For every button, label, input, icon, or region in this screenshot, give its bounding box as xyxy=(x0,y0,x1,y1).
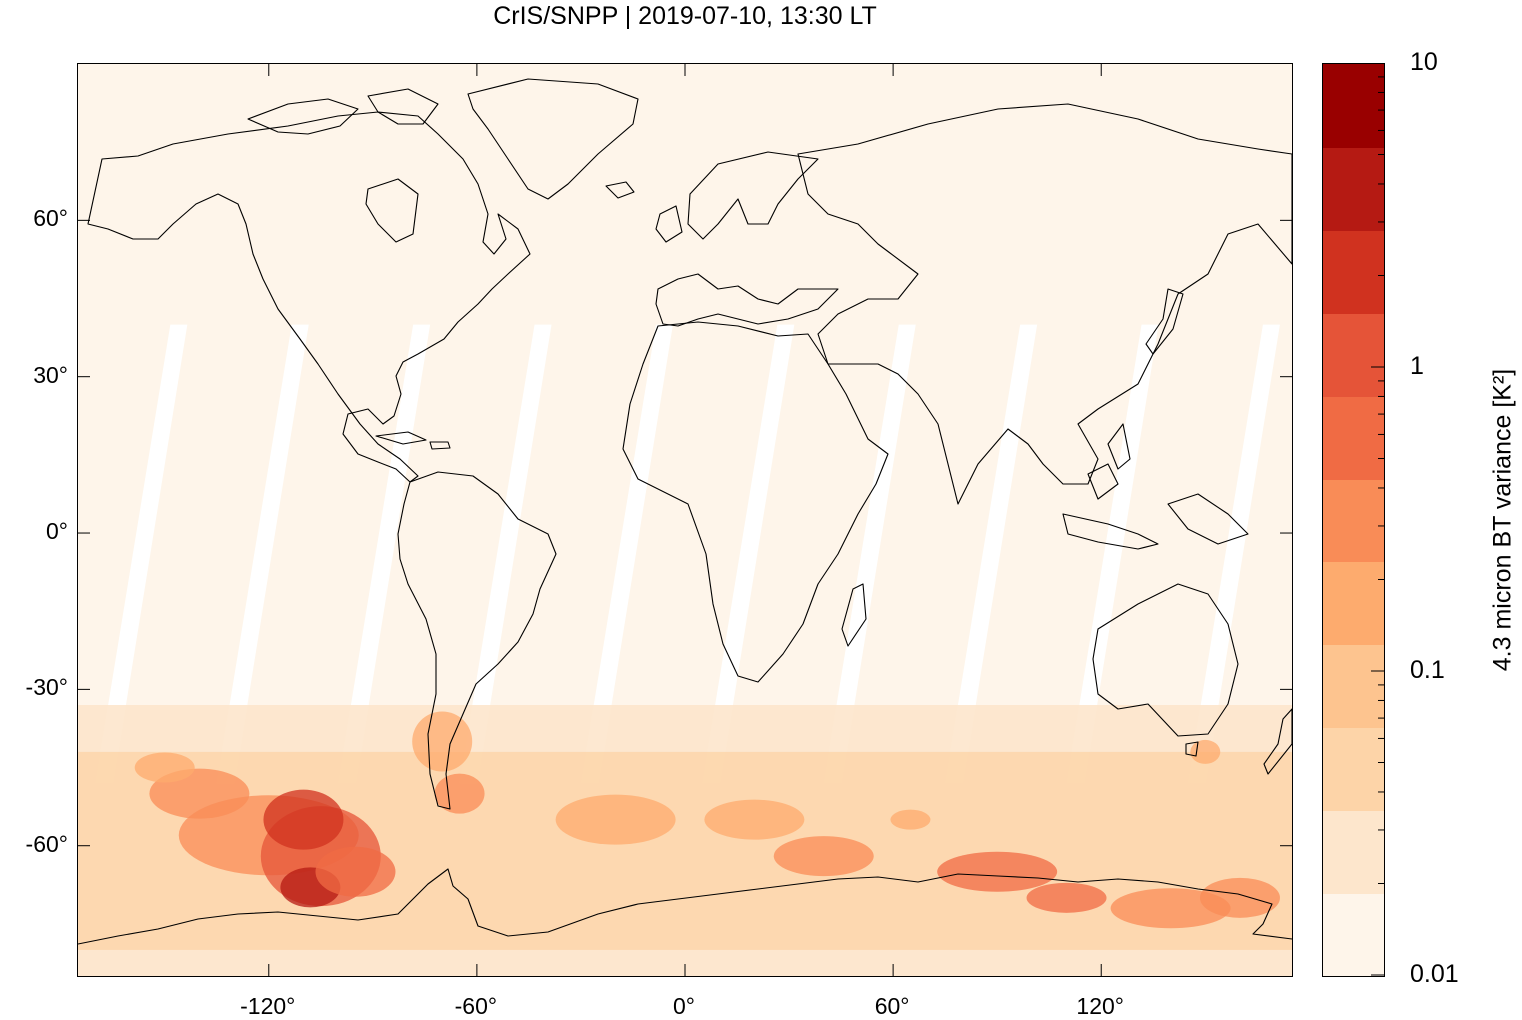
colorbar-segment xyxy=(1323,644,1384,729)
variance-hotspot xyxy=(434,773,485,814)
colorbar-tick-label: 0.1 xyxy=(1410,656,1445,684)
hispaniola-coastline xyxy=(429,441,451,450)
swath-gap xyxy=(1187,324,1280,784)
arctic-islands-coastline xyxy=(247,88,439,135)
colorbar-segment xyxy=(1323,229,1384,314)
y-tick-label: 0° xyxy=(46,518,68,545)
colorbar-segment xyxy=(1323,893,1384,976)
x-tick-label: 60° xyxy=(874,993,910,1019)
swath-gaps xyxy=(95,324,1280,784)
colorbar-segment xyxy=(1323,810,1384,895)
swath-gap xyxy=(459,324,552,784)
variance-hotspot xyxy=(937,851,1058,892)
colorbar-ticks xyxy=(1371,76,1385,976)
swath-gap xyxy=(823,324,916,784)
y-tick-label: 30° xyxy=(33,361,68,388)
europe-coastline xyxy=(655,273,839,327)
cuba-coastline xyxy=(375,431,427,445)
variance-hotspot xyxy=(1199,877,1280,918)
swath-gap xyxy=(1066,324,1159,784)
variance-hotspot xyxy=(890,809,931,830)
hudson-bay-coastline xyxy=(365,178,419,243)
map-plot-area xyxy=(77,63,1293,977)
scandinavia-coastline xyxy=(687,151,819,240)
colorbar-segment xyxy=(1323,561,1384,646)
australia-coastline xyxy=(1092,583,1239,737)
swath-gap xyxy=(216,324,309,784)
madagascar-coastline xyxy=(841,583,867,647)
colorbar-segment xyxy=(1323,478,1384,563)
x-tick-label: -60° xyxy=(454,993,498,1019)
variance-hotspot xyxy=(555,794,676,845)
south-america-coastline xyxy=(397,471,557,810)
southeast-asia-islands-coastline xyxy=(1062,423,1249,550)
greenland-coastline xyxy=(467,78,639,200)
y-tick-label: -30° xyxy=(25,674,68,701)
x-tick-label: 120° xyxy=(1076,993,1124,1019)
colorbar xyxy=(1322,63,1385,977)
colorbar-segment xyxy=(1323,395,1384,480)
swath-gap xyxy=(580,324,673,784)
colorbar-tick-label: 0.01 xyxy=(1410,960,1459,988)
japan-coastline xyxy=(1145,288,1184,355)
colorbar-tick-label: 1 xyxy=(1410,352,1424,380)
variance-hotspot xyxy=(134,752,195,783)
variance-hotspot xyxy=(1190,739,1221,764)
colorbar-segment xyxy=(1323,64,1384,148)
y-tick-label: 60° xyxy=(33,205,68,232)
variance-hotspot xyxy=(704,799,805,840)
variance-hotspot xyxy=(1026,882,1107,913)
map-canvas xyxy=(78,64,1292,976)
new-zealand-coastline xyxy=(1263,708,1292,775)
coastlines xyxy=(78,78,1292,945)
north-america-coastline xyxy=(87,111,531,483)
tasmania-coastline xyxy=(1185,741,1199,757)
colorbar-tick-label: 10 xyxy=(1410,48,1438,76)
colorbar-segment xyxy=(1323,727,1384,812)
colorbar-segment xyxy=(1323,146,1384,231)
antarctica-coastline xyxy=(78,868,1292,945)
colorbar-segment xyxy=(1323,312,1384,397)
swath-gap xyxy=(702,324,795,784)
variance-hotspot xyxy=(315,846,396,897)
iceland-coastline xyxy=(605,181,635,199)
variance-hotspot xyxy=(773,836,874,877)
colorbar-label: 4.3 micron BT variance [K²] xyxy=(1488,368,1517,672)
swath-gap xyxy=(95,324,188,784)
swath-gap xyxy=(338,324,431,784)
variance-hotspot xyxy=(412,711,473,772)
asia-coastline xyxy=(797,103,1292,505)
map-title: CrIS/SNPP | 2019-07-10, 13:30 LT xyxy=(493,2,877,30)
swath-gap xyxy=(945,324,1038,784)
british-isles-coastline xyxy=(655,205,683,243)
variance-field xyxy=(78,705,1292,976)
x-tick-label: 0° xyxy=(673,993,695,1019)
x-tick-label: -120° xyxy=(240,993,296,1019)
y-tick-label: -60° xyxy=(25,830,68,857)
africa-coastline xyxy=(622,321,889,683)
variance-hotspot xyxy=(263,789,344,850)
